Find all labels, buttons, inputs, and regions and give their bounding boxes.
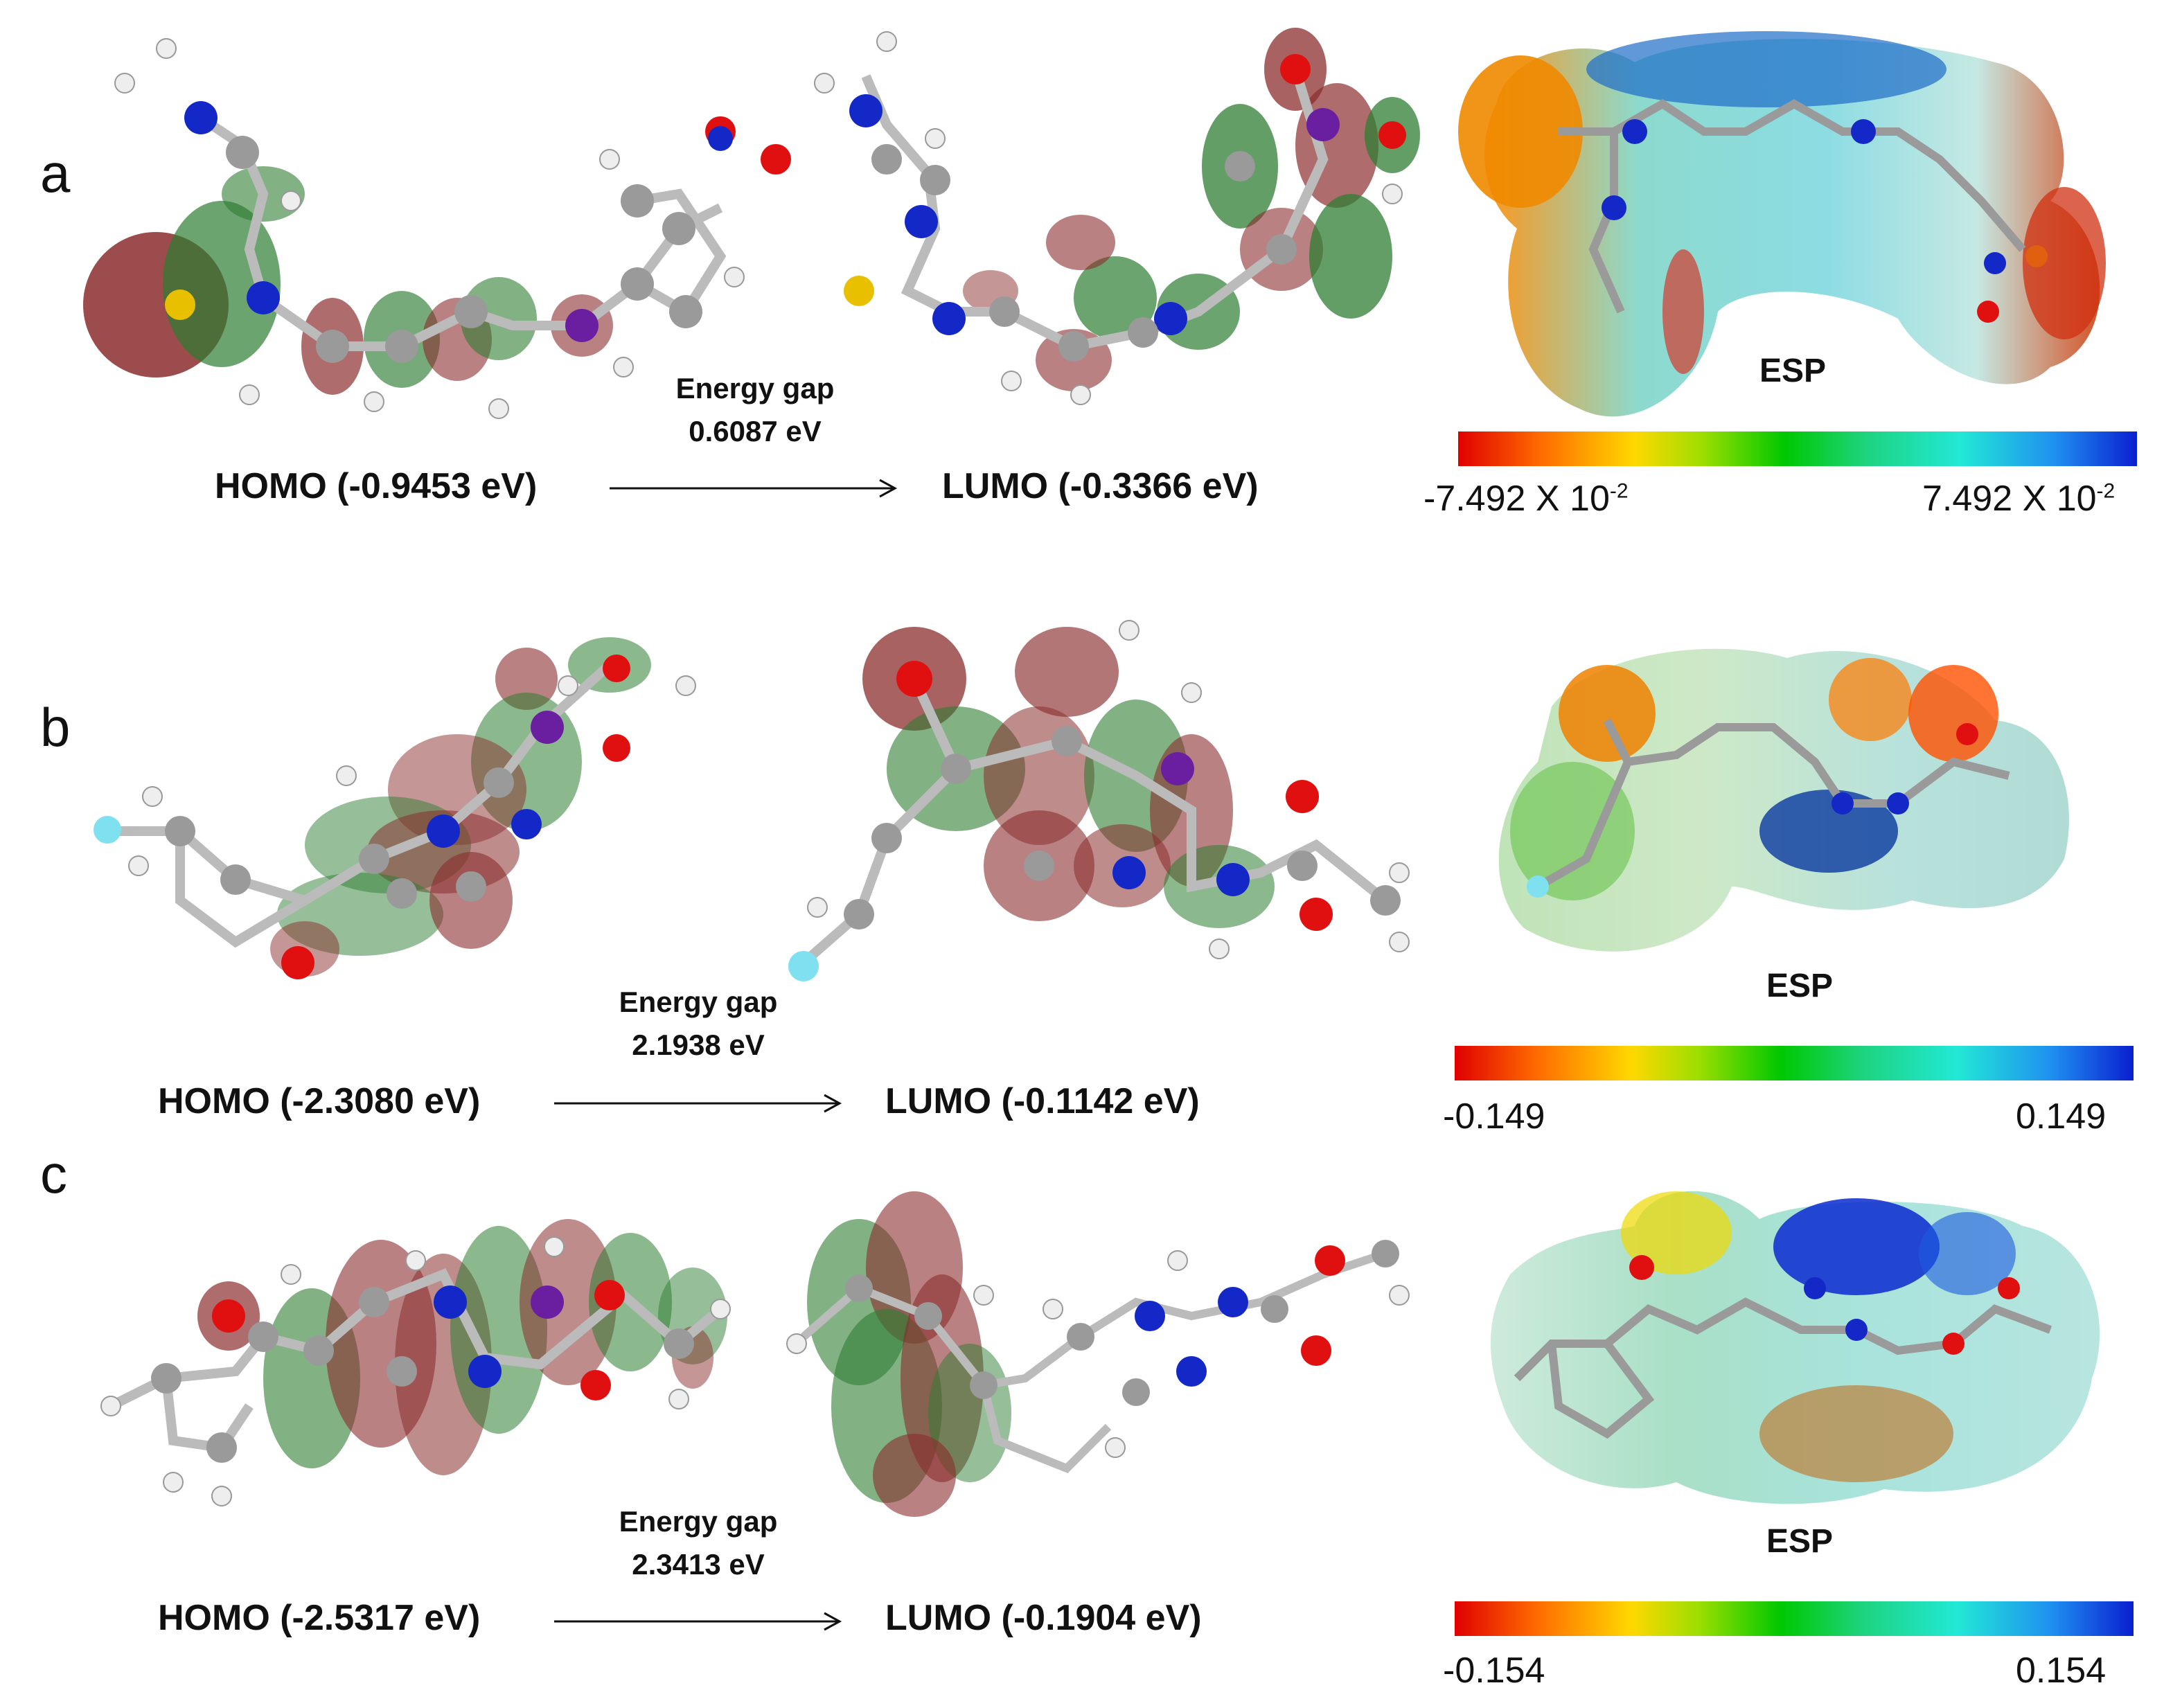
esp-surface-a: [1458, 31, 2106, 417]
esp-colorbar-a: [1458, 432, 2137, 466]
energy-gap-title-c: Energy gap: [619, 1505, 778, 1538]
lumo-molecule-b: [788, 620, 1410, 981]
energy-gap-title-a: Energy gap: [675, 372, 835, 404]
homo-label-a: HOMO (-0.9453 eV): [215, 466, 538, 506]
energy-gap-title-b: Energy gap: [619, 986, 778, 1018]
lumo-molecule-c: [786, 1191, 1410, 1517]
lumo-label-c: LUMO (-0.1904 eV): [885, 1598, 1202, 1638]
esp-colorbar-c: [1455, 1601, 2134, 1636]
homo-label-b: HOMO (-2.3080 eV): [158, 1081, 481, 1121]
lumo-molecule-a: [814, 28, 1420, 405]
esp-surface-c: [1490, 1191, 2100, 1504]
energy-gap-value-c: 2.3413 eV: [632, 1548, 765, 1581]
esp-scale-max-a: 7.492 X 10-2: [1922, 479, 2116, 519]
esp-scale-min-b: -0.149: [1443, 1096, 1545, 1137]
lumo-label-b: LUMO (-0.1142 eV): [885, 1081, 1200, 1121]
transition-arrow-a: [610, 479, 898, 498]
esp-scale-min-c: -0.154: [1443, 1651, 1545, 1691]
homo-molecule-c: [100, 1219, 731, 1506]
energy-gap-value-a: 0.6087 eV: [689, 415, 822, 447]
energy-gap-value-b: 2.1938 eV: [632, 1029, 765, 1061]
homo-label-c: HOMO (-2.5317 eV): [158, 1598, 481, 1638]
esp-title-c: ESP: [1766, 1523, 1834, 1560]
esp-scale-max-b: 0.149: [2016, 1096, 2107, 1137]
esp-colorbar-b: [1455, 1046, 2134, 1080]
energy-gap-c: Energy gap 2.3413 eV: [587, 1500, 809, 1586]
panel-letter-a: a: [40, 143, 71, 204]
homo-molecule-a: [83, 38, 791, 419]
lumo-label-a: LUMO (-0.3366 eV): [942, 466, 1259, 506]
esp-surface-b: [1498, 648, 2069, 952]
esp-scale-max-c: 0.154: [2016, 1651, 2107, 1691]
homo-molecule-b: [94, 637, 696, 979]
esp-title-b: ESP: [1766, 968, 1834, 1004]
panel-letter-b: b: [40, 697, 71, 758]
panel-letter-c: c: [40, 1144, 67, 1204]
esp-scale-min-a: -7.492 X 10-2: [1423, 479, 1629, 519]
energy-gap-b: Energy gap 2.1938 eV: [587, 981, 809, 1067]
energy-gap-a: Energy gap 0.6087 eV: [644, 367, 866, 453]
transition-arrow-c: [554, 1612, 842, 1631]
transition-arrow-b: [554, 1094, 842, 1113]
esp-title-a: ESP: [1759, 353, 1827, 389]
